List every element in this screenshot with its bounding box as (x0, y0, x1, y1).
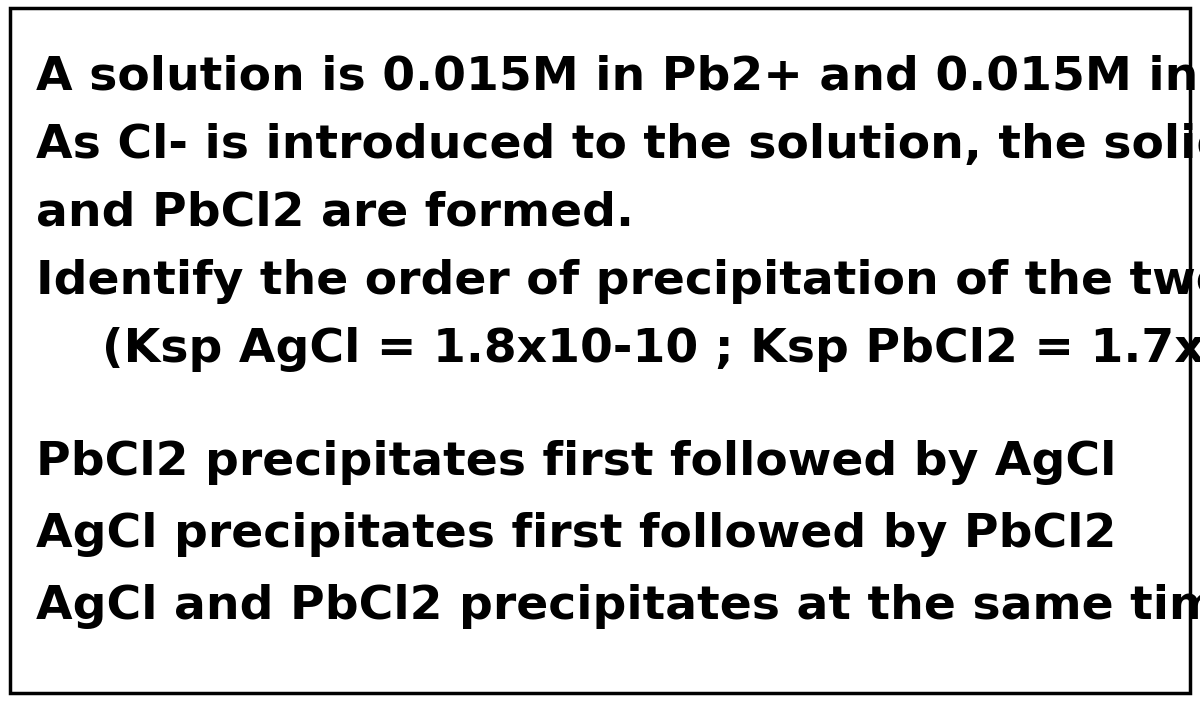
Text: and PbCl2 are formed.: and PbCl2 are formed. (36, 191, 634, 236)
Text: AgCl and PbCl2 precipitates at the same time: AgCl and PbCl2 precipitates at the same … (36, 584, 1200, 629)
FancyBboxPatch shape (10, 8, 1190, 693)
Text: PbCl2 precipitates first followed by AgCl: PbCl2 precipitates first followed by AgC… (36, 440, 1116, 485)
Text: AgCl precipitates first followed by PbCl2: AgCl precipitates first followed by PbCl… (36, 512, 1116, 557)
Text: Identify the order of precipitation of the two solids.: Identify the order of precipitation of t… (36, 259, 1200, 304)
Text: (Ksp AgCl = 1.8x10-10 ; Ksp PbCl2 = 1.7x10-5): (Ksp AgCl = 1.8x10-10 ; Ksp PbCl2 = 1.7x… (36, 327, 1200, 372)
Text: A solution is 0.015M in Pb2+ and 0.015M in Ag+.: A solution is 0.015M in Pb2+ and 0.015M … (36, 55, 1200, 100)
Text: As Cl- is introduced to the solution, the solids AgCl: As Cl- is introduced to the solution, th… (36, 123, 1200, 168)
